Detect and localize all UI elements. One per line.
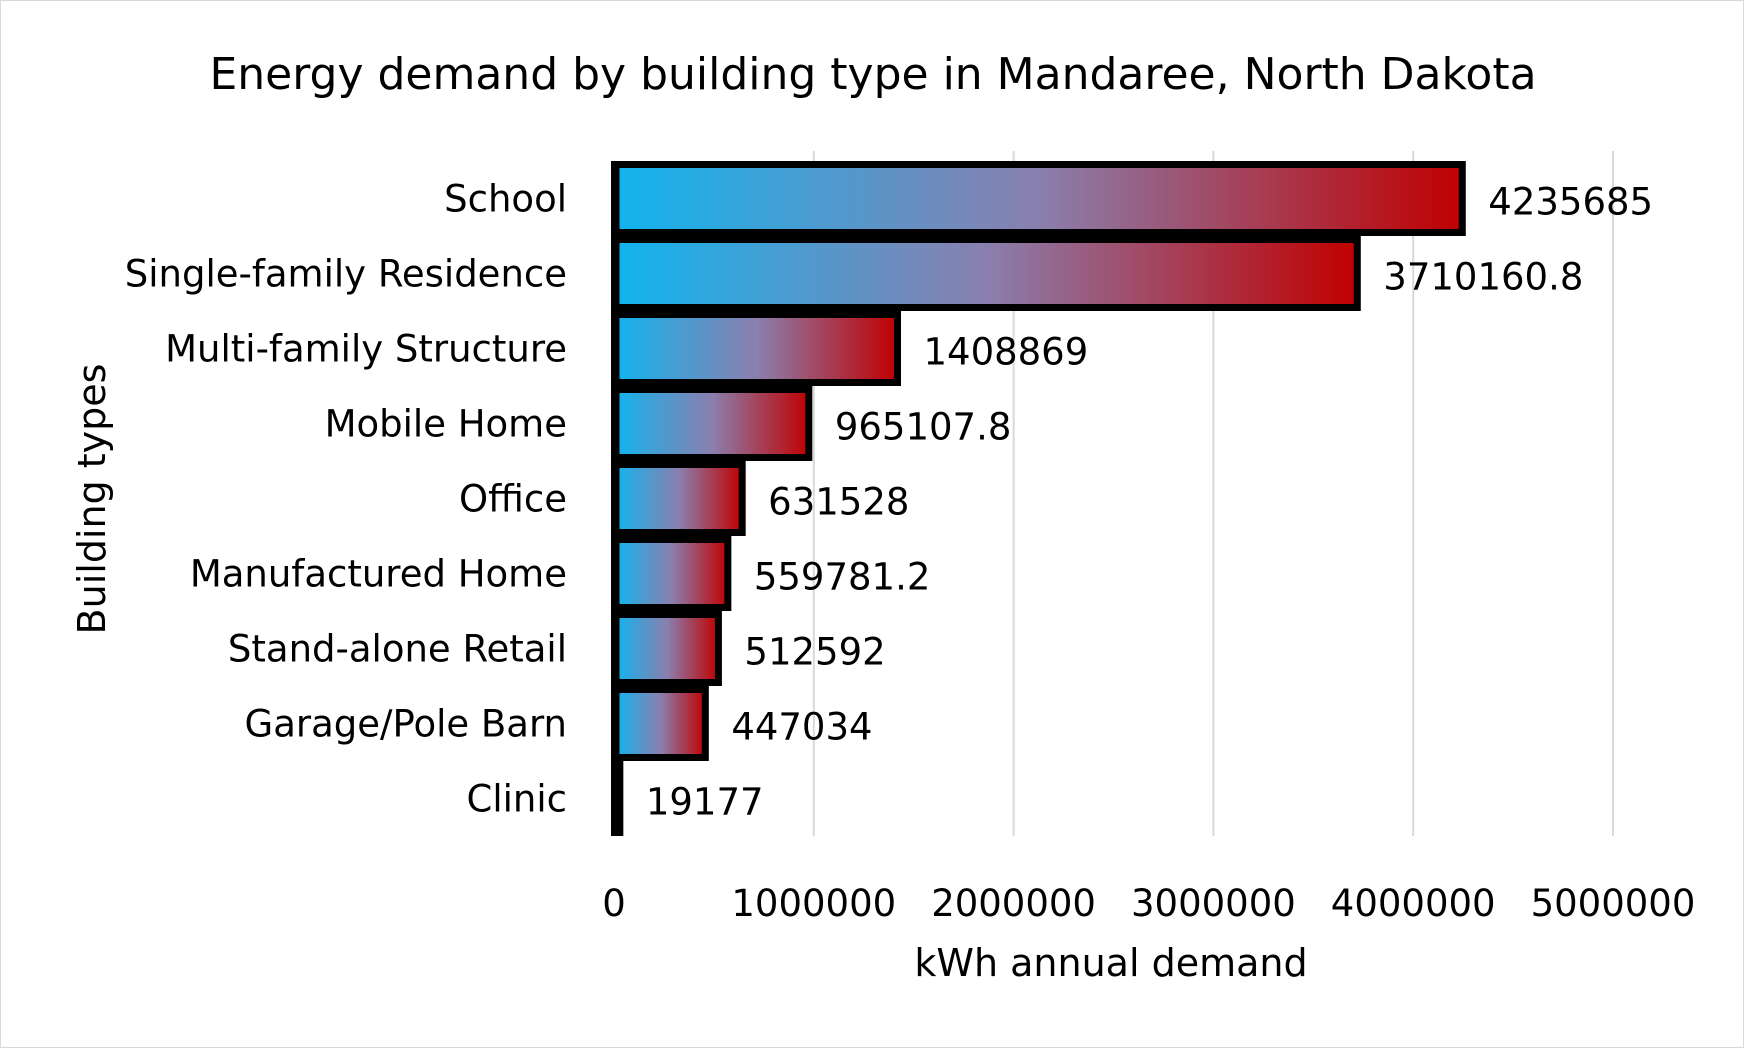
data-label: 965107.8 <box>835 406 1012 449</box>
bars <box>611 161 1466 836</box>
x-tick-label: 0 <box>602 882 626 925</box>
category-label: Office <box>459 478 567 521</box>
category-label: Multi-family Structure <box>165 328 567 371</box>
bar <box>612 536 732 611</box>
y-axis-title: Building types <box>70 364 114 635</box>
category-label: Manufactured Home <box>190 553 567 596</box>
chart-title: Energy demand by building type in Mandar… <box>209 49 1536 100</box>
data-label: 19177 <box>646 781 764 824</box>
category-label: Clinic <box>467 778 567 821</box>
data-label: 512592 <box>744 631 885 674</box>
x-tick-label: 2000000 <box>931 882 1096 925</box>
x-tick-label: 5000000 <box>1531 882 1696 925</box>
bar <box>612 611 722 686</box>
x-tick-label: 4000000 <box>1331 882 1496 925</box>
category-label: Mobile Home <box>325 403 567 446</box>
category-label: School <box>444 178 567 221</box>
bar <box>612 311 901 386</box>
x-tick-label: 1000000 <box>731 882 896 925</box>
bar <box>612 161 1466 236</box>
data-label: 559781.2 <box>754 556 931 599</box>
x-tick-labels: 0 1000000 2000000 3000000 4000000 5000000 <box>602 882 1695 925</box>
category-label: Single-family Residence <box>125 253 567 296</box>
data-label: 1408869 <box>923 331 1088 374</box>
category-label: Garage/Pole Barn <box>245 703 567 746</box>
bar <box>612 236 1361 311</box>
data-labels: 4235685 3710160.8 1408869 965107.8 631528 559… <box>646 181 1653 824</box>
category-label: Stand-alone Retail <box>228 628 567 671</box>
data-label: 4235685 <box>1488 181 1653 224</box>
category-labels: School Single-family Residence Multi-famil… <box>125 178 567 821</box>
bar <box>612 386 813 461</box>
bar <box>612 461 746 536</box>
bar <box>612 686 709 761</box>
x-tick-label: 3000000 <box>1131 882 1296 925</box>
x-axis-title: kWh annual demand <box>914 941 1307 985</box>
data-label: 631528 <box>768 481 909 524</box>
data-label: 447034 <box>731 706 872 749</box>
data-label: 3710160.8 <box>1383 256 1583 299</box>
